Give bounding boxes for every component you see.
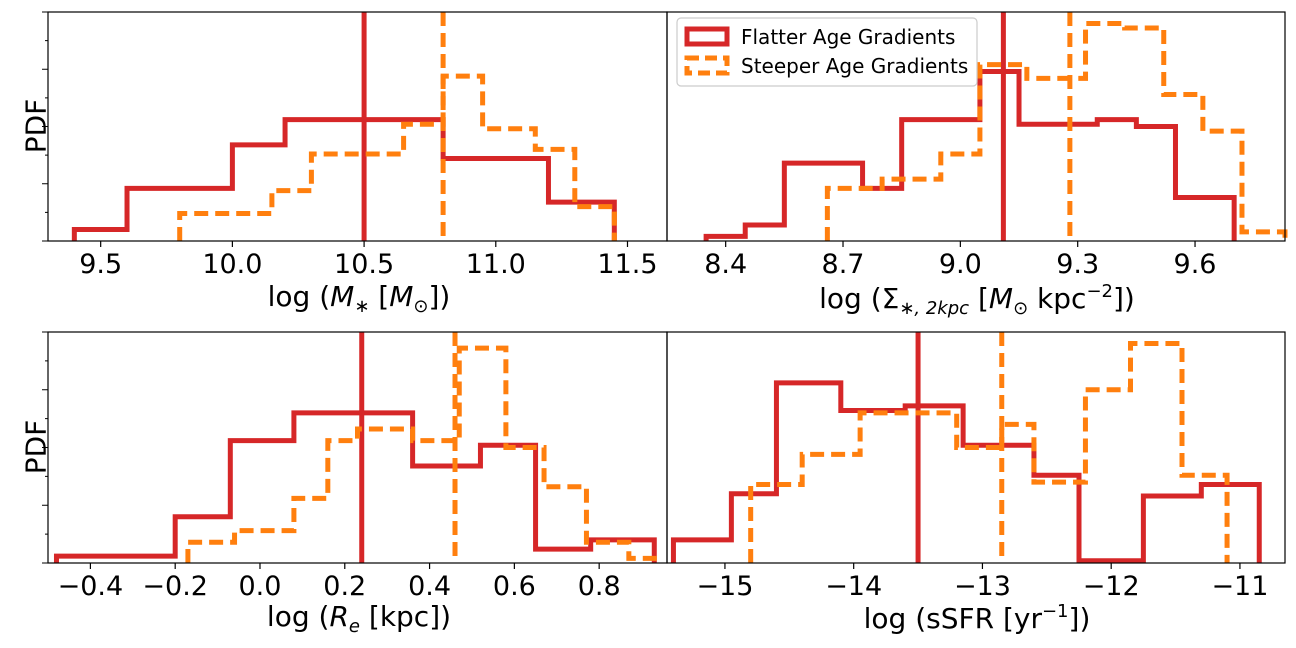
x-tick-label: 0.2 <box>323 571 366 602</box>
xlabel-surface-density: log (Σ∗, 2kpc [M⊙ kpc−2]) <box>819 281 1135 319</box>
histogram-flatter <box>703 69 1237 241</box>
xlabel-effective-radius: log (Re [kpc]) <box>267 600 451 637</box>
xlabel-suffix: ]) <box>429 280 451 313</box>
xlabel-unit-open: [ <box>969 282 989 315</box>
xlabel-suffix: ]) <box>429 600 451 633</box>
x-tick-label: 9.3 <box>1056 249 1099 280</box>
x-tick-label: 0.8 <box>578 571 621 602</box>
xlabel-unit-text: kpc <box>1028 282 1086 315</box>
panel-ssfr: −15 −14 −13 −12 −11 <box>666 331 1286 602</box>
xlabel-suffix: ]) <box>1113 282 1135 315</box>
histogram-flatter <box>71 117 617 241</box>
axes-frame <box>47 331 668 564</box>
x-tick-label: 10.0 <box>202 249 262 280</box>
x-tick-label: −12 <box>1083 571 1140 602</box>
xlabel-unit-sub: ⊙ <box>413 296 428 317</box>
x-tick-label: 0.6 <box>493 571 536 602</box>
xlabel-sub: ∗ <box>354 296 369 317</box>
x-tick-label: 8.7 <box>822 249 865 280</box>
x-tick-label: 0.4 <box>408 571 451 602</box>
xlabel-sup: −1 <box>1042 601 1069 622</box>
xlabel-unit-text: kpc <box>380 600 429 633</box>
legend: Flatter Age Gradients Steeper Age Gradie… <box>676 17 978 87</box>
x-tick-label: −15 <box>696 571 753 602</box>
xlabel-stellar-mass: log (M∗ [M⊙]) <box>268 280 451 317</box>
legend-label-flatter: Flatter Age Gradients <box>741 25 955 49</box>
histogram-steeper <box>748 341 1230 563</box>
x-tick-label: −11 <box>1211 571 1268 602</box>
x-tick-label: −14 <box>825 571 882 602</box>
x-tick-label: 9.5 <box>79 249 122 280</box>
xlabel-sub: ∗, 2kpc <box>899 298 969 319</box>
panel-stellar-mass: 9.5 10.0 10.5 11.0 11.5 <box>42 11 668 280</box>
x-tick-label: 9.6 <box>1174 249 1217 280</box>
xlabel-unit-math: M <box>989 282 1013 315</box>
x-tick-label: 9.0 <box>939 249 982 280</box>
xlabel-unit-open: [ <box>360 600 380 633</box>
axes-frame <box>666 11 1286 242</box>
xlabel-ssfr: log (sSFR [yr−1]) <box>864 601 1091 635</box>
xlabel-math: R <box>329 600 348 633</box>
xlabel-unit-open: [ <box>369 280 389 313</box>
x-tick-label: −0.2 <box>142 571 208 602</box>
x-tick-label: 10.5 <box>334 249 394 280</box>
x-tick-label: −13 <box>954 571 1011 602</box>
legend-swatch-flatter <box>684 26 730 47</box>
xlabel-unit-sub: ⊙ <box>1013 298 1028 319</box>
x-tick-label: 11.0 <box>466 249 526 280</box>
xlabel-sub: e <box>349 616 360 637</box>
histogram-steeper <box>824 20 1288 241</box>
x-tick-label: −0.4 <box>58 571 124 602</box>
xlabel-prefix: log ( <box>267 600 330 633</box>
xlabel-math: M <box>330 280 354 313</box>
histogram-flatter <box>670 380 1262 564</box>
xlabel-prefix: log (sSFR [yr <box>864 602 1043 635</box>
xlabel-prefix: log ( <box>268 280 331 313</box>
histogram-steeper <box>185 345 662 563</box>
xlabel-prefix: log (Σ <box>819 282 899 315</box>
axes-frame <box>47 11 668 242</box>
xlabel-unit-math: M <box>389 280 413 313</box>
x-tick-label: 11.5 <box>597 249 657 280</box>
legend-swatch-steeper <box>684 55 730 76</box>
panel-surface-density: 8.4 8.7 9.0 9.3 9.6 <box>666 11 1288 280</box>
x-tick-label: 0.0 <box>239 571 282 602</box>
legend-label-steeper: Steeper Age Gradients <box>741 54 968 78</box>
legend-frame <box>676 17 978 87</box>
xlabel-sup: −2 <box>1086 281 1113 302</box>
xlabel-suffix: ]) <box>1069 602 1091 635</box>
axes-frame <box>666 331 1286 564</box>
x-tick-label: 8.4 <box>704 249 747 280</box>
panel-effective-radius: −0.4 −0.2 0.0 0.2 0.4 0.6 0.8 <box>42 331 668 602</box>
